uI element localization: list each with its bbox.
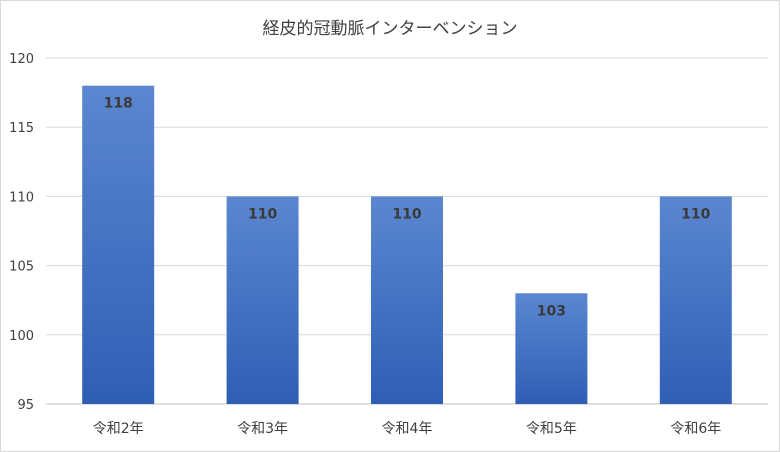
data-label: 110 [681, 206, 710, 222]
bar [371, 196, 443, 404]
bar [226, 196, 299, 404]
bar [82, 85, 155, 405]
bar [659, 196, 732, 404]
data-label: 110 [392, 206, 421, 222]
bars: 118 110 110 103 110 [82, 85, 732, 405]
y-axis: 95 100 105 110 115 120 [9, 52, 34, 413]
y-tick-label: 110 [9, 190, 34, 205]
x-tick-label: 令和3年 [237, 421, 288, 437]
bar [515, 293, 588, 404]
y-tick-label: 115 [9, 121, 34, 136]
x-axis: 令和2年 令和3年 令和4年 令和5年 令和6年 [93, 421, 722, 437]
y-tick-label: 105 [9, 260, 34, 275]
y-tick-label: 95 [17, 398, 34, 413]
y-tick-label: 100 [9, 329, 34, 344]
data-label: 103 [537, 303, 566, 319]
x-tick-label: 令和2年 [93, 421, 144, 437]
x-tick-label: 令和4年 [382, 421, 433, 437]
x-tick-label: 令和6年 [670, 421, 721, 437]
x-tick-label: 令和5年 [526, 421, 577, 437]
chart-title: 経皮的冠動脈インターベンション [262, 19, 518, 39]
data-label: 110 [248, 206, 277, 222]
y-tick-label: 120 [9, 52, 34, 67]
data-label: 118 [104, 96, 133, 112]
